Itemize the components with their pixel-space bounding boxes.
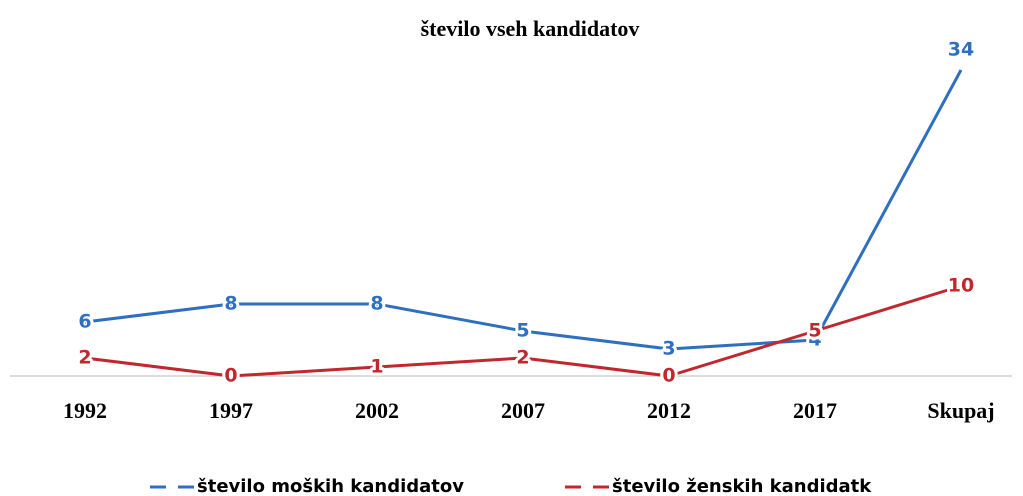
series-line [84, 284, 962, 378]
data-label: 5 [516, 320, 529, 342]
x-tick-label: 2007 [501, 398, 545, 423]
data-label: 8 [224, 293, 237, 315]
x-tick-label: 1997 [209, 398, 253, 423]
legend-item: število ženskih kandidatk [565, 476, 872, 496]
legend-item: število moških kandidatov [150, 476, 464, 496]
data-label: 8 [370, 293, 383, 315]
x-tick-label: 2002 [355, 398, 399, 423]
data-label: 0 [224, 365, 237, 387]
data-label: 1 [370, 356, 383, 378]
data-label: 4 [808, 329, 821, 351]
data-label: 2 [78, 347, 91, 369]
x-tick-label: 1992 [63, 398, 107, 423]
data-label: 0 [662, 365, 675, 387]
data-label: 34 [948, 39, 974, 61]
x-tick-label: Skupaj [927, 398, 994, 423]
data-label: 3 [662, 338, 675, 360]
data-label: 10 [948, 275, 974, 297]
data-label: 5 [808, 320, 821, 342]
legend-label: število ženskih kandidatk [612, 476, 872, 496]
data-label: 6 [78, 311, 91, 333]
legend-label: število moških kandidatov [197, 476, 464, 496]
data-label: 2 [516, 347, 529, 369]
x-tick-label: 2012 [647, 398, 691, 423]
series-line [84, 69, 963, 351]
x-tick-label: 2017 [793, 398, 837, 423]
chart-title: število vseh kandidatov [421, 16, 640, 41]
